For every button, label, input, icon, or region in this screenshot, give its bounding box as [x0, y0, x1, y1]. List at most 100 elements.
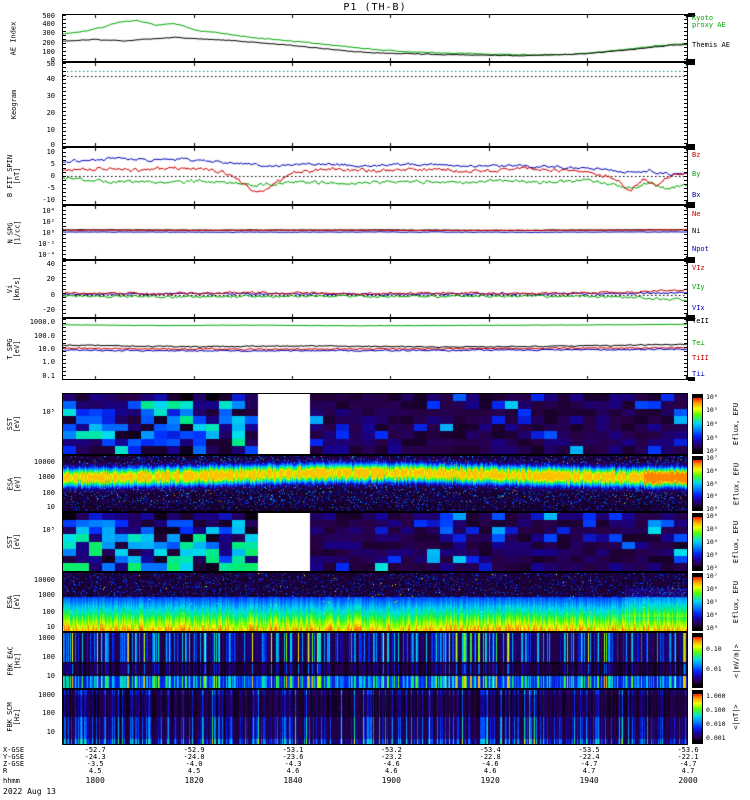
axis-row-value: -3.5 — [86, 760, 104, 768]
panel-fbk-efield-spec: FBK EAC [Hz] 1000 100 10 0.10 0.01 <|mV/m|> — [0, 632, 750, 689]
axis-corner-tick — [688, 317, 695, 321]
axis-corner-tick — [688, 61, 695, 65]
y-tick-label: 100 — [42, 607, 55, 616]
colorbar-tick-label: 10⁷ — [706, 571, 718, 580]
axis-row-value: -52.9 — [183, 746, 205, 754]
y-tick-label: 100 — [42, 709, 55, 718]
page-title: P1 (TH-B) — [343, 2, 407, 13]
y-tick-label: 1000 — [38, 690, 55, 699]
colorbar-unit-label: Eflux, EFU — [732, 520, 740, 564]
esa-electron-spec-plot — [62, 572, 688, 632]
temperature-plot — [62, 318, 688, 380]
hhmm-label: hhmm — [3, 777, 20, 785]
y-tick-label: 10000 — [33, 575, 55, 584]
colorbar-tick-label: 10⁴ — [706, 420, 718, 428]
y-tick-label: -10 — [42, 196, 55, 205]
colorbar-unit-label: <|mV/m|> — [732, 643, 740, 678]
colorbar-tick-label: 10² — [706, 447, 718, 456]
colorbar-tick-label: 10⁴ — [706, 611, 718, 620]
axis-row-label-y-gse: Y-GSE — [3, 753, 25, 761]
y-tick-label: 200 — [42, 38, 55, 47]
axis-row-label-z-gse: Z-GSE — [3, 760, 25, 768]
axis-row-value: -4.6 — [481, 760, 499, 768]
series-label: VIx — [692, 304, 705, 313]
esa-ion-spec-plot — [62, 455, 688, 512]
y-tick-label: 1.0 — [42, 358, 55, 367]
panel-magnetic-field: B FIT SPIN [nT] 10 5 0 -5 -10 Bz By Bx — [0, 146, 750, 206]
axis-row-value: 4.5 — [88, 767, 102, 775]
y-tick-label: 10 — [46, 126, 55, 134]
axis-corner-tick — [688, 259, 695, 263]
y-tick-label: 10⁻⁴ — [38, 250, 55, 259]
axis-row-value: -53.5 — [578, 746, 600, 754]
colorbar-tick-label: 0.010 — [706, 719, 726, 728]
colorbar — [692, 394, 703, 454]
colorbar-unit-label: Eflux, EFU — [732, 580, 740, 624]
series-label: TiII — [692, 354, 709, 363]
series-label: By — [692, 170, 701, 179]
y-tick-label: 100.0 — [33, 331, 55, 340]
panel-esa-ion-spec: ESA [eV] 10000 1000 100 10 10⁷ 10⁶ 10⁵ 10⁴ 10³ Efl… — [0, 455, 750, 512]
time-tick-label: 1920 — [480, 776, 500, 785]
panel-ion-velocity: Vi [km/s] 40 20 0 -20 VIz VIy VIx — [0, 259, 750, 319]
series-label: Ni — [692, 227, 701, 236]
colorbar — [692, 513, 703, 571]
panel-temperature: T SPG [eV] 1000.0 100.0 10.0 1.0 0.1 TeII Te⊥ Ti… — [0, 317, 750, 381]
sst-electron-spec-plot — [62, 512, 688, 572]
sst-ion-spec-canvas — [63, 394, 687, 454]
y-tick-label: 10⁵ — [42, 526, 55, 534]
y-tick-label: 1000 — [38, 633, 55, 642]
date-label: 2022 Aug 13 — [3, 787, 56, 796]
colorbar-tick-label: 1.000 — [706, 691, 726, 700]
y-tick-label: 0.1 — [42, 371, 55, 380]
colorbar — [692, 573, 703, 631]
y-tick-label: 100 — [42, 488, 55, 497]
colorbar-cap — [692, 627, 703, 631]
y-tick-label: 10⁻² — [38, 239, 55, 248]
time-tick-label: 1940 — [579, 776, 599, 785]
axis-corner-tick — [688, 13, 695, 17]
temperature-canvas — [63, 319, 687, 379]
colorbar-tick-label: 10³ — [706, 624, 718, 633]
y-tick-label: 30 — [46, 92, 55, 100]
y-tick-label: 500 — [42, 12, 55, 20]
series-label: Npot — [692, 245, 709, 254]
magnetic-field-plot — [62, 147, 688, 205]
y-tick-label: 10000 — [33, 458, 55, 467]
y-tick-label: 10² — [42, 217, 55, 226]
colorbar — [692, 690, 703, 744]
axis-row-value: 4.6 — [384, 767, 398, 775]
colorbar-tick-label: 0.100 — [706, 705, 726, 714]
fbk-scm-spec-canvas — [63, 690, 687, 744]
axis-row-value: -52.7 — [84, 746, 106, 754]
colorbar-cap — [692, 450, 703, 454]
colorbar-cap — [692, 507, 703, 511]
axis-corner-tick — [688, 204, 695, 208]
y-tick-label: 20 — [46, 109, 55, 117]
keogram-plot — [62, 62, 688, 147]
colorbar-tick-label: 10⁷ — [706, 454, 718, 463]
colorbar-cap — [692, 567, 703, 571]
sst-ion-spec-plot — [62, 393, 688, 455]
colorbar-cap — [692, 456, 703, 460]
ion-velocity-canvas — [63, 261, 687, 317]
colorbar-unit-label: <|nT|> — [732, 704, 740, 730]
y-tick-label: 100 — [42, 48, 55, 57]
axis-corner-tick — [688, 377, 695, 381]
panel-ae-index: AE Index 500 400 300 200 100 0 Kyoto proxy AE Th… — [0, 12, 750, 64]
series-label: VIy — [692, 283, 705, 292]
axis-row-value: -22.8 — [479, 753, 501, 761]
series-label: VIz — [692, 263, 705, 272]
y-tick-label: -5 — [46, 184, 55, 193]
colorbar-tick-label: 10⁵ — [706, 524, 718, 533]
axis-row-value: -4.6 — [382, 760, 400, 768]
axis-row-value: 4.7 — [681, 767, 695, 775]
axis-row-value: -24.3 — [84, 753, 106, 761]
colorbar-cap — [692, 740, 703, 744]
y-tick-label: 1000 — [38, 591, 55, 600]
series-label: Bx — [692, 191, 701, 200]
y-tick-label: 0 — [50, 172, 55, 180]
panel-keogram: Keogram 50 40 30 20 10 0 — [0, 60, 750, 149]
axis-row-value: -22.1 — [677, 753, 699, 761]
